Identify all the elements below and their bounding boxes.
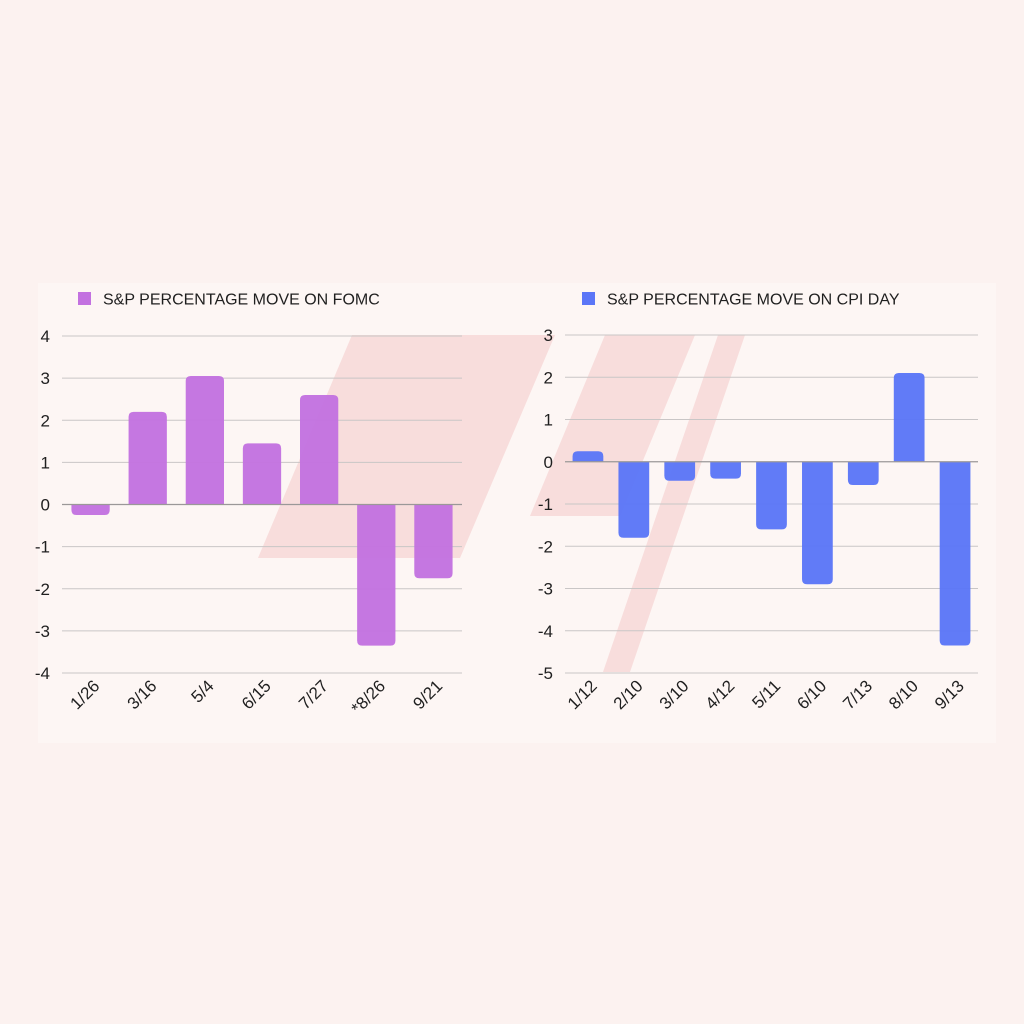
cpi-bar-4-12 — [710, 461, 741, 479]
fomc-y-tick-label: 3 — [41, 369, 50, 388]
cpi-y-tick-label: -4 — [538, 622, 553, 641]
fomc-bar-6-15 — [242, 443, 282, 505]
fomc-y-tick-label: 0 — [41, 496, 50, 515]
fomc-bar-5-4 — [185, 376, 224, 505]
fomc-y-tick-label: -1 — [35, 538, 50, 557]
fomc-bar-3-16 — [128, 411, 167, 505]
cpi-bar-8-10 — [893, 373, 925, 462]
fomc-y-tick-label: 1 — [41, 453, 50, 472]
cpi-bar-7-13 — [847, 461, 879, 485]
fomc-y-tick-label: -4 — [35, 664, 50, 683]
fomc-y-tick-label: 2 — [41, 411, 50, 430]
cpi-y-tick-label: -3 — [538, 580, 553, 599]
fomc-bar-9-21 — [414, 504, 453, 579]
fomc-y-tick-label: 4 — [41, 327, 50, 346]
cpi-y-tick-label: -5 — [538, 664, 553, 683]
cpi-bar-1-12 — [572, 451, 604, 462]
cpi-y-tick-label: 2 — [544, 368, 553, 387]
fomc-bar-1-26 — [71, 504, 110, 516]
cpi-bar-3-10 — [664, 461, 696, 481]
cpi-legend: S&P PERCENTAGE MOVE ON CPI DAY — [582, 292, 900, 309]
cpi-y-tick-label: -2 — [538, 537, 553, 556]
fomc-y-tick-label: -3 — [35, 622, 50, 641]
fomc-y-tick-label: -2 — [35, 580, 50, 599]
cpi-bar-5-11 — [756, 461, 787, 530]
fomc-legend-swatch — [78, 292, 91, 305]
cpi-bar-6-10 — [802, 461, 833, 585]
watermark-stripe-2 — [530, 335, 695, 516]
cpi-y-tick-label: 1 — [544, 411, 553, 430]
cpi-legend-label: S&P PERCENTAGE MOVE ON CPI DAY — [607, 292, 900, 309]
fomc-legend: S&P PERCENTAGE MOVE ON FOMC — [78, 292, 380, 309]
cpi-y-tick-label: 3 — [544, 326, 553, 345]
fomc-legend-label: S&P PERCENTAGE MOVE ON FOMC — [103, 292, 380, 309]
cpi-legend-swatch — [582, 292, 595, 305]
cpi-y-tick-label: -1 — [538, 495, 553, 514]
cpi-bar-9-13 — [939, 461, 971, 646]
cpi-y-tick-label: 0 — [544, 453, 553, 472]
fomc-bar--8-26 — [357, 504, 396, 646]
cpi-bar-2-10 — [618, 461, 650, 538]
fomc-bar-7-27 — [300, 394, 339, 505]
